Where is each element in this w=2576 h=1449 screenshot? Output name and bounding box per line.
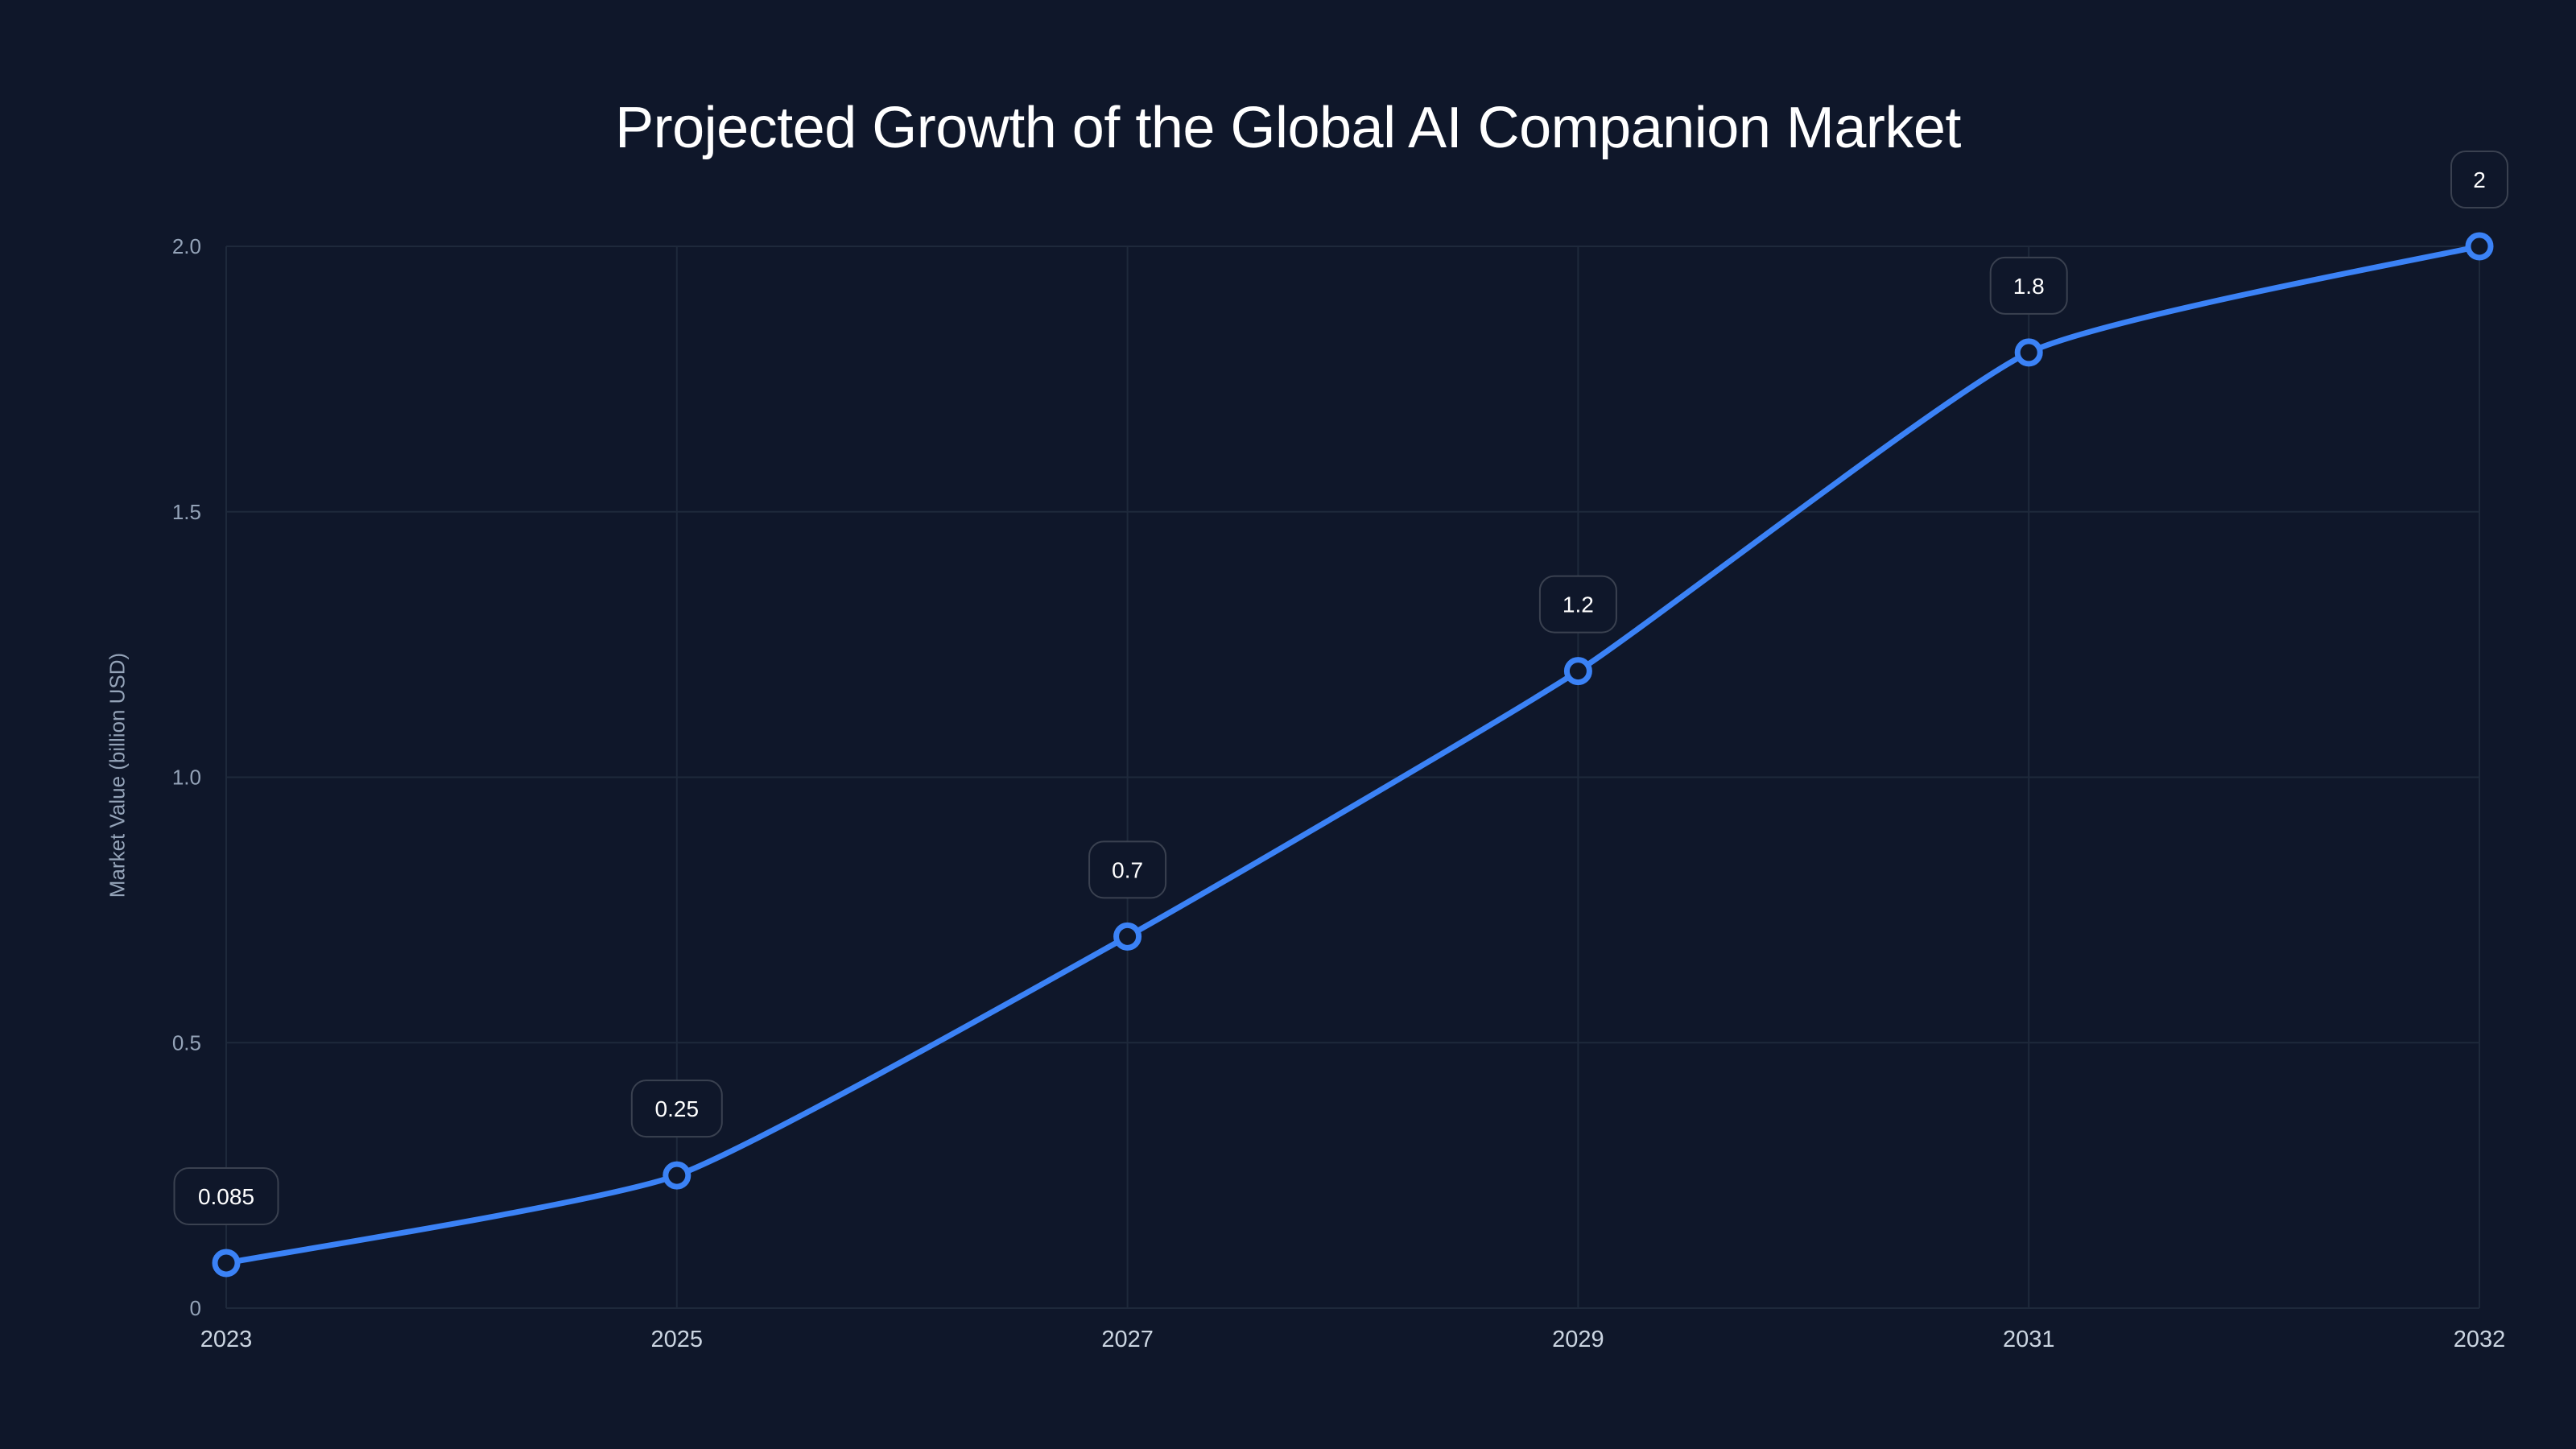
- x-tick-label: 2023: [200, 1327, 253, 1352]
- data-points: [212, 232, 2494, 1278]
- gridlines: [225, 246, 2480, 1309]
- data-point-marker: [212, 1249, 241, 1278]
- data-point-marker: [1113, 922, 1142, 951]
- data-label-box: [1538, 575, 1617, 634]
- data-label-text: 1.8: [2013, 274, 2045, 299]
- data-label-text: 1.2: [1563, 592, 1594, 617]
- data-line: [223, 243, 2483, 1266]
- x-axis-ticks: 2023 2025 2027 2029 2031 2032: [200, 1327, 2506, 1352]
- data-label-box: [1989, 256, 2068, 315]
- x-tick-label: 2031: [2003, 1327, 2055, 1352]
- data-label-box: [1088, 840, 1167, 899]
- data-point-marker: [2014, 338, 2043, 367]
- data-point-marker: [663, 1161, 691, 1190]
- y-tick-label: 2.0: [172, 234, 201, 258]
- chart-title: Projected Growth of the Global AI Compan…: [615, 96, 1961, 160]
- x-tick-label: 2025: [651, 1327, 704, 1352]
- data-label-box: [630, 1080, 723, 1138]
- data-label-text: 2: [2473, 167, 2486, 192]
- data-labels: 0.085 0.25 0.7 1.2 1.8 2: [173, 151, 2508, 1225]
- data-label-text: 0.085: [198, 1184, 254, 1209]
- y-tick-label: 1.5: [172, 500, 201, 524]
- y-tick-label: 1.0: [172, 766, 201, 790]
- data-point-marker: [2465, 232, 2494, 261]
- y-tick-label: 0: [190, 1296, 201, 1320]
- y-tick-label: 0.5: [172, 1030, 201, 1055]
- data-label-box: [2450, 151, 2508, 208]
- y-axis-ticks: 0 0.5 1.0 1.5 2.0: [172, 234, 201, 1320]
- data-point-marker: [1563, 657, 1592, 686]
- data-label-text: 0.25: [655, 1096, 700, 1121]
- x-tick-label: 2027: [1101, 1327, 1154, 1352]
- data-label-box: [173, 1166, 279, 1225]
- x-tick-label: 2032: [2454, 1327, 2506, 1352]
- x-tick-label: 2029: [1552, 1327, 1604, 1352]
- data-label-text: 0.7: [1112, 857, 1143, 882]
